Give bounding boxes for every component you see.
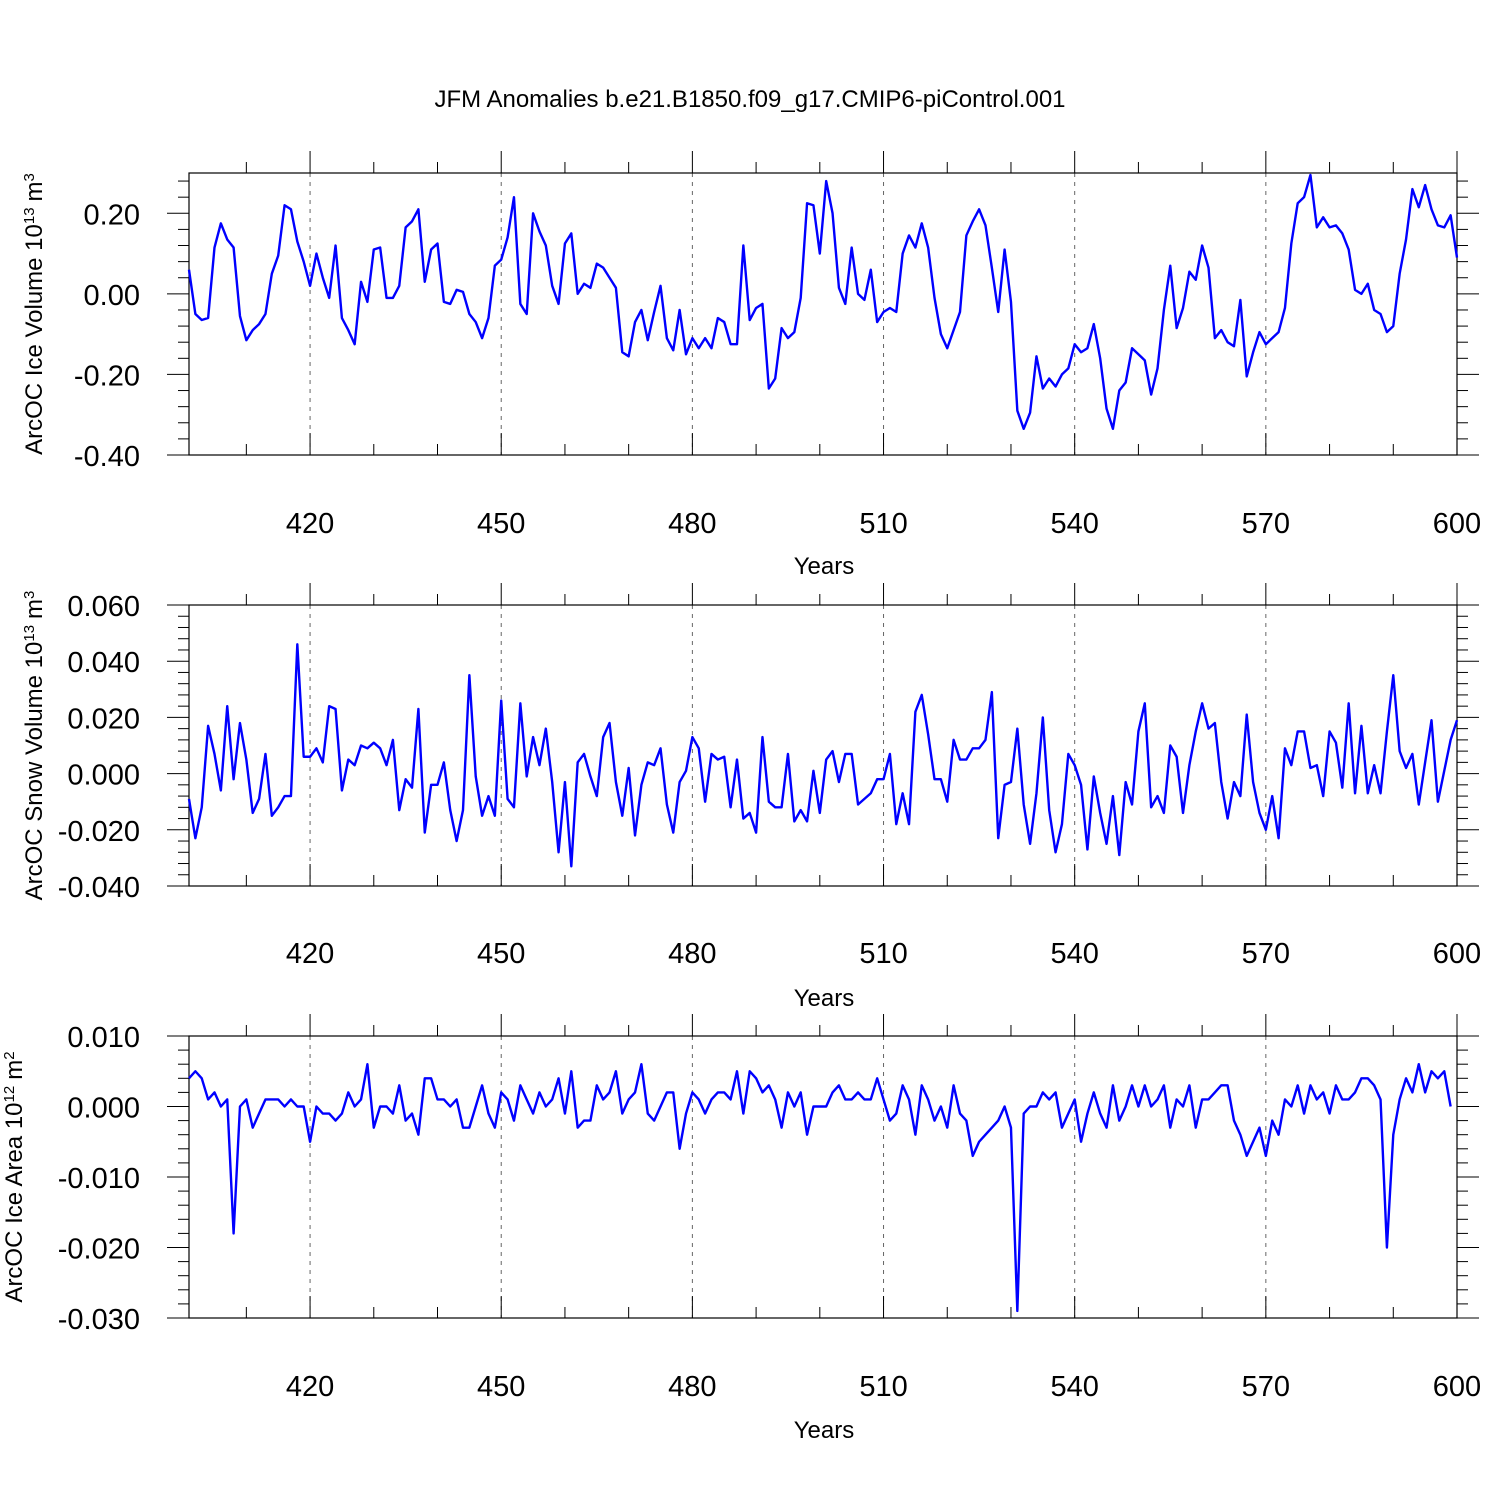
x-tick-label: 540 xyxy=(1050,938,1098,970)
y-tick-label: 0.040 xyxy=(67,647,140,679)
x-tick-label: 510 xyxy=(859,508,907,540)
y-axis-label: ArcOC Snow Volume 1013m3 xyxy=(21,591,49,901)
y-tick-label: -0.40 xyxy=(74,441,140,473)
y-tick-label: 0.20 xyxy=(84,199,140,231)
x-tick-label: 480 xyxy=(668,508,716,540)
y-axis-label: ArcOC Ice Volume 1013m3 xyxy=(21,173,49,455)
x-tick-label: 570 xyxy=(1242,508,1290,540)
series-line xyxy=(187,643,1459,868)
series-line xyxy=(188,1062,1452,1313)
x-tick-label: 450 xyxy=(477,938,525,970)
plot-frame xyxy=(188,604,1458,887)
x-tick-label: 420 xyxy=(286,938,334,970)
y-tick-label: -0.020 xyxy=(58,1234,140,1266)
x-tick-label: 420 xyxy=(286,1371,334,1403)
x-axis-label: Years xyxy=(794,553,855,580)
x-tick-label: 420 xyxy=(286,508,334,540)
x-tick-label: 510 xyxy=(859,1371,907,1403)
y-tick-label: 0.000 xyxy=(67,1093,140,1125)
panel-3: 420 450 480 510 540 570 600 -0.030 -0.020 -0.010 0… xyxy=(1,1014,1481,1444)
y-tick-label: -0.020 xyxy=(58,816,140,848)
panel-1: 420 450 480 510 540 570 600 -0.40 -0.20 0.00 0.20 Y… xyxy=(21,151,1481,580)
x-tick-label: 600 xyxy=(1433,938,1481,970)
x-tick-label: 540 xyxy=(1050,508,1098,540)
x-tick-label: 570 xyxy=(1242,938,1290,970)
x-tick-label: 450 xyxy=(477,1371,525,1403)
figure-title: JFM Anomalies b.e21.B1850.f09_g17.CMIP6-… xyxy=(434,86,1065,113)
y-tick-label: 0.000 xyxy=(67,760,140,792)
x-tick-label: 450 xyxy=(477,508,525,540)
y-tick-label: -0.010 xyxy=(58,1163,140,1195)
y-tick-label: -0.20 xyxy=(74,360,140,392)
x-tick-label: 510 xyxy=(859,938,907,970)
y-axis-label: ArcOC Ice Area 1012m2 xyxy=(1,1051,29,1302)
y-tick-label: 0.010 xyxy=(67,1022,140,1054)
x-axis-label: Years xyxy=(794,1417,855,1444)
x-tick-label: 600 xyxy=(1433,508,1481,540)
x-axis-label: Years xyxy=(794,985,855,1012)
x-tick-label: 600 xyxy=(1433,1371,1481,1403)
x-tick-label: 540 xyxy=(1050,1371,1098,1403)
series-line xyxy=(187,173,1459,431)
x-tick-label: 570 xyxy=(1242,1371,1290,1403)
x-tick-label: 480 xyxy=(668,1371,716,1403)
y-tick-label: 0.060 xyxy=(67,591,140,623)
y-tick-label: 0.00 xyxy=(84,280,140,312)
y-tick-label: -0.030 xyxy=(58,1304,140,1336)
plot-frame xyxy=(188,1035,1458,1319)
y-tick-label: 0.020 xyxy=(67,703,140,735)
panel-2: 420 450 480 510 540 570 600 -0.040 -0.020 0.000 0.… xyxy=(21,583,1481,1012)
plot-frame xyxy=(188,172,1458,456)
x-tick-label: 480 xyxy=(668,938,716,970)
y-tick-label: -0.040 xyxy=(58,872,140,904)
